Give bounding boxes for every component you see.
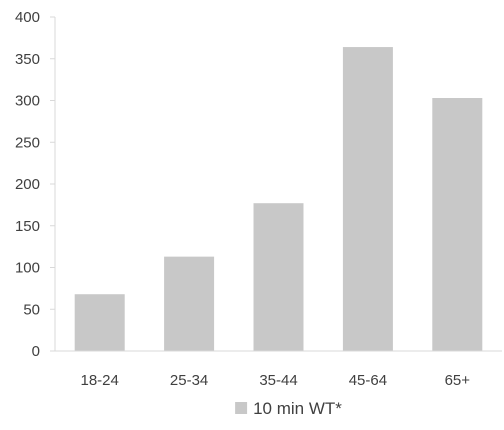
- y-tick-label: 100: [15, 260, 40, 277]
- x-tick-label: 45-64: [349, 372, 387, 389]
- legend: 10 min WT*: [235, 399, 342, 418]
- bar: [342, 47, 393, 352]
- x-axis: 18-24 25-34 35-44 45-64 65+: [55, 350, 502, 389]
- y-tick-label: 300: [15, 93, 40, 110]
- y-tick-label: 400: [15, 9, 40, 26]
- y-tick-label: 200: [15, 176, 40, 193]
- x-tick-label: 35-44: [259, 372, 297, 389]
- y-tick-label: 0: [32, 343, 40, 360]
- x-tick-label: 25-34: [170, 372, 208, 389]
- y-tick-label: 350: [15, 51, 40, 68]
- y-tick-label: 250: [15, 134, 40, 151]
- bar: [253, 203, 304, 351]
- bar: [74, 294, 125, 351]
- bar-series: [74, 47, 483, 352]
- legend-swatch: [235, 402, 248, 414]
- bar: [164, 256, 215, 351]
- x-tick-label: 65+: [445, 372, 471, 389]
- y-tick-label: 150: [15, 218, 40, 235]
- y-axis: 0 50 100 150 200 250 300 350 400: [15, 9, 56, 360]
- x-tick-label: 18-24: [81, 372, 119, 389]
- bar: [432, 97, 483, 352]
- y-tick-label: 50: [23, 301, 40, 318]
- legend-label: 10 min WT*: [253, 399, 342, 418]
